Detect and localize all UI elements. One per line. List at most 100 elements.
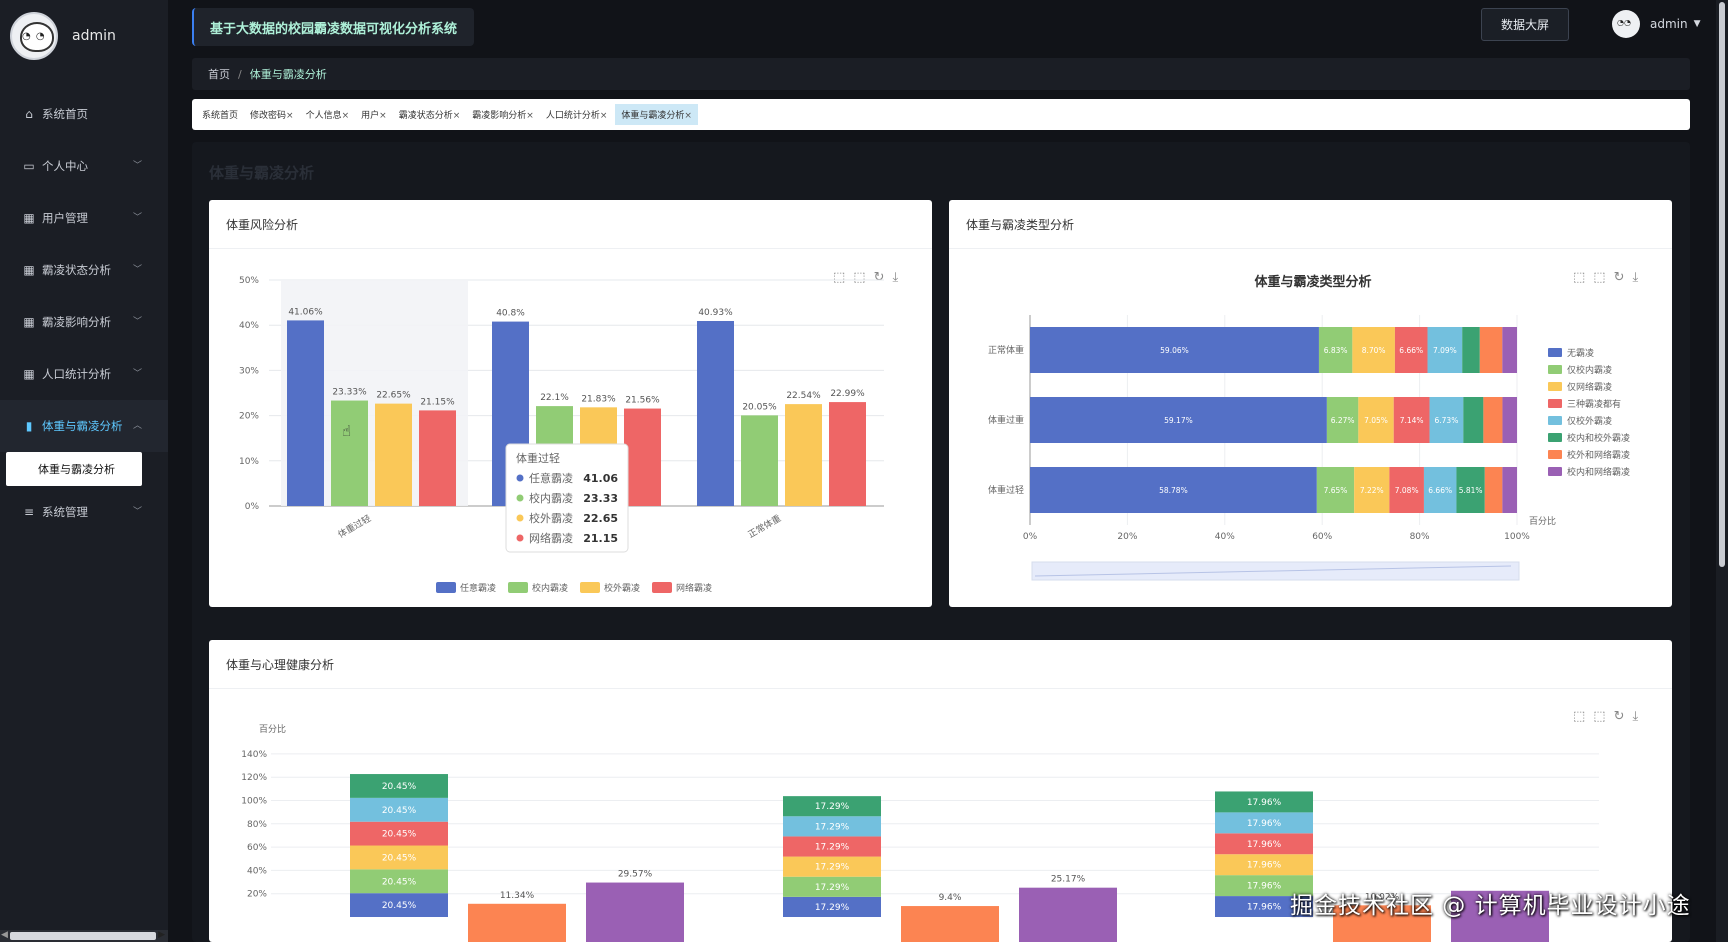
- close-icon[interactable]: ×: [599, 111, 608, 121]
- zoom-icon[interactable]: ⬚: [833, 270, 846, 285]
- tab-3[interactable]: 用户×: [361, 108, 387, 121]
- restore-icon[interactable]: ↻: [873, 270, 885, 285]
- close-icon[interactable]: ×: [379, 111, 387, 121]
- restore-icon[interactable]: ↻: [1613, 709, 1625, 724]
- zoom-reset-icon[interactable]: ⬚: [1593, 270, 1606, 285]
- tab-0[interactable]: 系统首页: [202, 108, 238, 121]
- close-icon[interactable]: ×: [526, 111, 534, 121]
- segment-label: 58.78%: [1159, 486, 1188, 495]
- tab-2[interactable]: 个人信息×: [306, 108, 350, 121]
- brand: admin: [10, 12, 116, 60]
- chevron-up-icon[interactable]: ︿: [132, 421, 142, 431]
- chevron-down-icon[interactable]: ﹀: [132, 265, 142, 275]
- segment-label: 17.29%: [815, 802, 850, 812]
- tab-1[interactable]: 修改密码×: [250, 108, 294, 121]
- download-icon[interactable]: ⤓: [1632, 270, 1639, 285]
- type-chart[interactable]: 体重与霸凌类型分析 0% 20% 40% 60% 80% 100% 百分比 59.06% 6.83…: [949, 200, 1672, 607]
- bar-label: 29.57%: [618, 870, 653, 880]
- close-icon[interactable]: ×: [452, 111, 461, 121]
- bar-label: 40.8%: [496, 309, 525, 319]
- close-icon[interactable]: ×: [684, 111, 692, 121]
- mental-chart[interactable]: 百分比 20% 40% 60% 80% 100% 120% 140% 20.45% 20.45% 2…: [209, 640, 1672, 942]
- sidebar-item-0[interactable]: ⌂ 系统首页: [0, 88, 168, 140]
- bar: [1333, 905, 1431, 942]
- sidebar-item-label: 个人中心: [42, 159, 88, 173]
- sidebar-item-2[interactable]: ▦ 用户管理 ﹀: [0, 192, 168, 244]
- chevron-down-icon[interactable]: ﹀: [132, 213, 142, 223]
- user-name[interactable]: admin: [1650, 17, 1688, 31]
- y-tick-label: 40%: [247, 866, 267, 876]
- legend-swatch: [1548, 399, 1562, 408]
- sidebar-item-7[interactable]: ≡ 系统管理 ﹀: [0, 486, 168, 538]
- chevron-down-icon[interactable]: ﹀: [132, 317, 142, 327]
- risk-chart[interactable]: 0% 10% 20% 30% 40% 50% 41.06% 23.33% 22.65% 21.15…: [209, 200, 932, 607]
- tab-5[interactable]: 霸凌影响分析×: [472, 108, 534, 121]
- legend-label: 校外和网络霸凌: [1567, 449, 1630, 461]
- grid-icon: ▦: [23, 211, 35, 225]
- zoom-reset-icon[interactable]: ⬚: [853, 270, 866, 285]
- legend-swatch: [436, 582, 456, 593]
- zoom-icon[interactable]: ⬚: [1573, 709, 1586, 724]
- bar-label: 9.4%: [939, 893, 962, 903]
- stack-segment: [783, 816, 881, 837]
- bar-label: 21.83%: [581, 394, 616, 404]
- zoom-icon[interactable]: ⬚: [1573, 270, 1586, 285]
- datazoom-shadow: [1034, 565, 1512, 577]
- legend-swatch: [1548, 348, 1562, 357]
- sidebar-item-5[interactable]: ▦ 人口统计分析 ﹀: [0, 348, 168, 400]
- user-menu[interactable]: admin ▼: [1612, 10, 1701, 38]
- bar: [624, 408, 661, 506]
- y-tick-label: 0%: [245, 502, 260, 512]
- breadcrumb-home[interactable]: 首页: [208, 68, 230, 81]
- risk-card-title: 体重风险分析: [226, 218, 299, 232]
- stack-segment: [1316, 467, 1355, 513]
- stack-segment: [1484, 467, 1503, 513]
- segment-label: 7.65%: [1324, 486, 1348, 495]
- caret-down-icon[interactable]: ▼: [1693, 19, 1701, 29]
- tab-4[interactable]: 霸凌状态分析×: [399, 108, 461, 121]
- tab-label: 系统首页: [202, 111, 239, 121]
- close-icon[interactable]: ×: [341, 111, 350, 121]
- scroll-left-icon[interactable]: ◀: [1, 930, 8, 940]
- segment-label: 17.29%: [815, 822, 850, 832]
- y-tick-label: 30%: [239, 366, 259, 376]
- tooltip-box: [505, 443, 629, 553]
- tooltip-series-name: 校内霸凌: [529, 491, 573, 505]
- legend-label: 任意霸凌: [460, 582, 496, 594]
- tab-6[interactable]: 人口统计分析×: [546, 108, 608, 121]
- watermark: 掘金技术社区 @ 计算机毕业设计小途: [1290, 893, 1691, 919]
- legend-swatch: [1548, 450, 1562, 459]
- y-tick-label: 20%: [247, 890, 267, 900]
- big-screen-button[interactable]: 数据大屏: [1481, 8, 1569, 41]
- page-scrollbar[interactable]: [1716, 0, 1728, 942]
- chevron-down-icon[interactable]: ﹀: [132, 507, 142, 517]
- x-tick-label: 40%: [1215, 532, 1235, 542]
- sidebar-item-3[interactable]: ▦ 霸凌状态分析 ﹀: [0, 244, 168, 296]
- bar: [785, 404, 822, 506]
- download-icon[interactable]: ⤓: [892, 270, 899, 285]
- legend-swatch: [508, 582, 528, 593]
- segment-label: 59.17%: [1164, 416, 1193, 425]
- sidebar-item-6[interactable]: ▮ 体重与霸凌分析 ︿: [0, 400, 168, 452]
- chevron-down-icon[interactable]: ﹀: [132, 369, 142, 379]
- system-title-box: 基于大数据的校园霸凌数据可视化分析系统: [192, 8, 474, 46]
- chevron-down-icon[interactable]: ﹀: [132, 161, 142, 171]
- brand-name: admin: [72, 28, 116, 44]
- close-icon[interactable]: ×: [286, 111, 294, 121]
- hand-cursor-icon: ☝: [342, 422, 351, 440]
- sidebar-scrollbar[interactable]: ◀ ▶: [0, 930, 168, 942]
- restore-icon[interactable]: ↻: [1613, 270, 1625, 285]
- download-icon[interactable]: ⤓: [1632, 709, 1639, 724]
- legend-swatch: [1548, 416, 1562, 425]
- user-avatar[interactable]: [1612, 10, 1640, 38]
- sidebar-item-1[interactable]: ▭ 个人中心 ﹀: [0, 140, 168, 192]
- zoom-reset-icon[interactable]: ⬚: [1593, 709, 1606, 724]
- tab-7[interactable]: 体重与霸凌分析×: [615, 104, 698, 125]
- stack-segment: [350, 869, 448, 894]
- stack-segment: [1462, 327, 1480, 373]
- segment-label: 20.45%: [382, 782, 417, 792]
- scroll-right-icon[interactable]: ▶: [158, 930, 165, 940]
- stack-segment: [1502, 467, 1517, 513]
- sidebar-item-4[interactable]: ▦ 霸凌影响分析 ﹀: [0, 296, 168, 348]
- sidebar-subitem-active[interactable]: 体重与霸凌分析: [6, 452, 142, 486]
